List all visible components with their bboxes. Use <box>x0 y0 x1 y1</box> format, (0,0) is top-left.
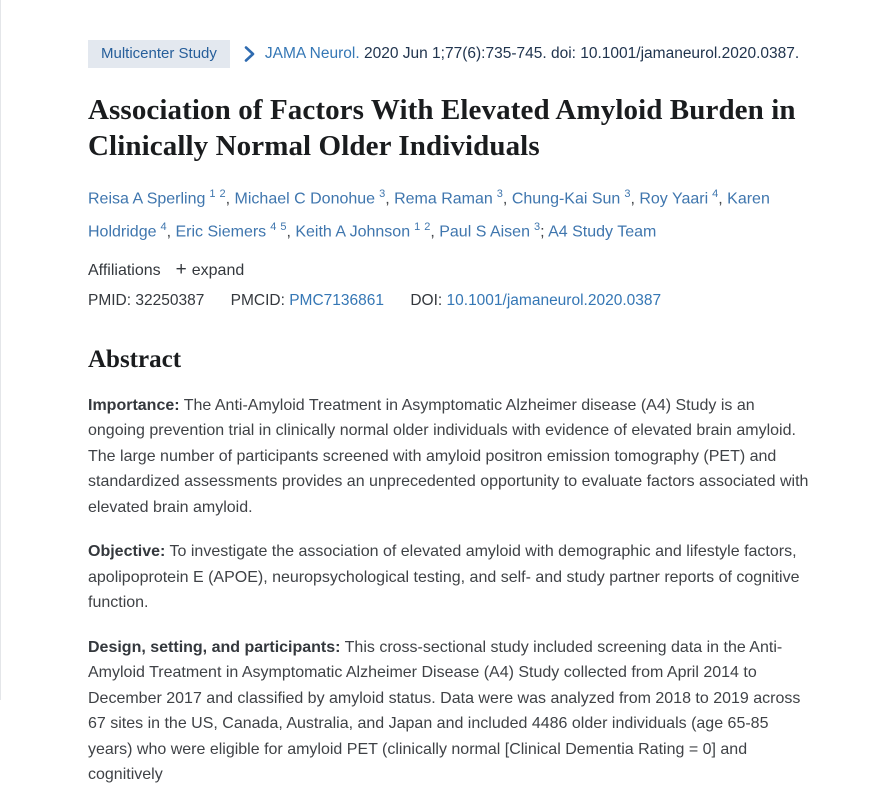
pmcid-label: PMCID: <box>230 291 285 309</box>
pmid-value: 32250387 <box>135 291 205 309</box>
journal-link[interactable]: JAMA Neurol. <box>264 45 360 62</box>
abstract-sections: Importance: The Anti-Amyloid Treatment i… <box>88 393 812 788</box>
abstract-section-label: Importance: <box>88 396 180 414</box>
article-content: Multicenter Study JAMA Neurol. 2020 Jun … <box>88 0 812 788</box>
author-separator: , <box>718 190 728 208</box>
abstract-paragraph: Design, setting, and participants: This … <box>88 638 801 784</box>
doi-label: DOI: <box>410 291 443 309</box>
author-separator: , <box>286 223 296 241</box>
author-separator: , <box>166 223 176 241</box>
author-link[interactable]: Reisa A Sperling <box>88 190 206 208</box>
abstract-section-label: Design, setting, and participants: <box>88 638 341 656</box>
expand-label: expand <box>191 261 245 279</box>
author-separator: , <box>502 190 512 208</box>
chevron-right-icon <box>244 46 255 62</box>
author-affiliation-superscript: 5 <box>280 221 287 234</box>
affiliations-label: Affiliations <box>88 261 161 279</box>
expand-affiliations-button[interactable]: + expand <box>175 258 245 282</box>
author-affiliation-superscript: 4 <box>270 221 277 234</box>
abstract-section-label: Objective: <box>88 543 166 561</box>
author-affiliation-superscript: 2 <box>219 188 226 200</box>
author-separator: , <box>225 190 235 208</box>
pmid-label: PMID: <box>88 291 132 309</box>
author-list: Reisa A Sperling 1 2, Michael C Donohue 3, … <box>88 180 812 247</box>
author-separator: ; <box>540 223 549 241</box>
author-affiliation-superscript: 3 <box>624 188 631 200</box>
author-separator: , <box>385 190 395 208</box>
pmcid-group: PMCID: PMC7136861 <box>231 292 384 309</box>
author-affiliation-superscript: 4 <box>160 221 167 234</box>
publication-header-row: Multicenter Study JAMA Neurol. 2020 Jun … <box>88 40 812 68</box>
doi-link[interactable]: 10.1001/jamaneurol.2020.0387 <box>446 291 662 309</box>
publication-type-badge[interactable]: Multicenter Study <box>88 40 230 68</box>
author-affiliation-superscript: 1 <box>414 221 421 234</box>
article-title: Association of Factors With Elevated Amy… <box>88 94 796 162</box>
author-link[interactable]: Paul S Aisen <box>439 223 530 241</box>
doi-group: DOI: 10.1001/jamaneurol.2020.0387 <box>410 292 661 309</box>
author-link[interactable]: Keith A Johnson <box>295 223 411 241</box>
author-separator: , <box>630 190 640 208</box>
pmid-group: PMID: 32250387 <box>88 292 204 309</box>
identifiers-row: PMID: 32250387 PMCID: PMC7136861 DOI: 10… <box>88 292 812 310</box>
journal-citation: JAMA Neurol. 2020 Jun 1;77(6):735-745. d… <box>265 45 799 63</box>
author-separator: , <box>430 223 440 241</box>
abstract-paragraph: Importance: The Anti-Amyloid Treatment i… <box>88 396 809 516</box>
citation-details: 2020 Jun 1;77(6):735-745. doi: 10.1001/j… <box>363 45 800 62</box>
pmcid-link[interactable]: PMC7136861 <box>289 291 385 309</box>
author-link[interactable]: Michael C Donohue <box>234 190 376 208</box>
affiliations-row: Affiliations + expand <box>88 258 812 282</box>
article-page: Multicenter Study JAMA Neurol. 2020 Jun … <box>0 0 808 783</box>
author-affiliation-superscript: 3 <box>533 221 541 234</box>
author-link[interactable]: Chung-Kai Sun <box>511 190 621 208</box>
author-affiliation-superscript: 2 <box>424 221 431 234</box>
author-affiliation-superscript: 1 <box>209 188 216 200</box>
author-affiliation-superscript: 3 <box>379 188 386 200</box>
abstract-heading: Abstract <box>88 345 182 373</box>
author-link[interactable]: Eric Siemers <box>175 223 267 241</box>
author-link[interactable]: Roy Yaari <box>639 190 709 208</box>
author-link[interactable]: Karen Holdridge <box>88 190 770 241</box>
author-affiliation-superscript: 4 <box>712 188 719 200</box>
author-affiliation-superscript: 3 <box>496 188 503 200</box>
plus-icon: + <box>175 258 187 280</box>
author-link[interactable]: Rema Raman <box>394 190 493 208</box>
abstract-paragraph: Objective: To investigate the associatio… <box>88 543 800 612</box>
author-link[interactable]: A4 Study Team <box>548 223 657 241</box>
